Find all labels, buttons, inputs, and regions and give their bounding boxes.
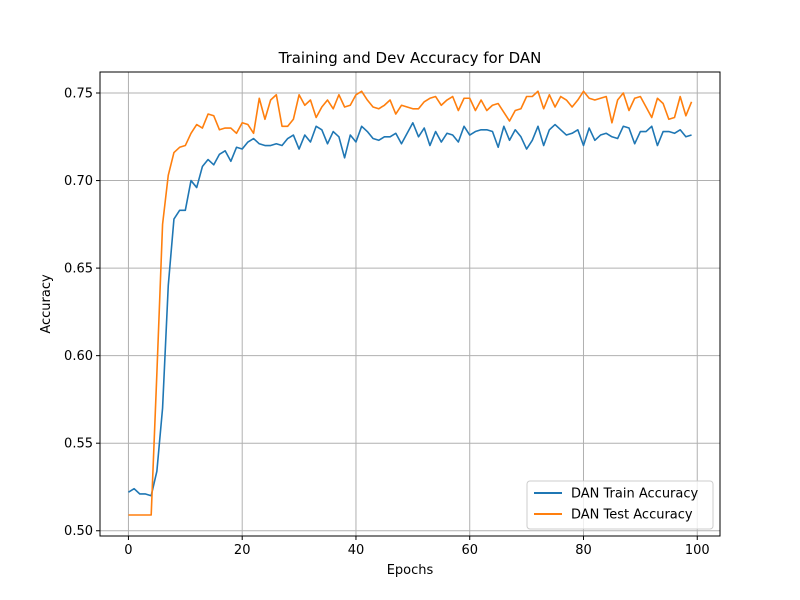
y-tick-label: 0.60 [64,349,93,364]
y-tick-label: 0.65 [64,262,93,277]
series-line-train [128,121,692,497]
axis-ticks: 0 20 40 60 80 100 0.50 0.55 0.60 0.65 0.70 0.75 [64,87,710,558]
y-tick-label: 0.70 [64,174,93,189]
series-lines [128,90,693,516]
x-tick-label: 60 [461,543,478,558]
x-axis-label: Epochs [387,563,434,578]
x-tick-label: 40 [348,543,365,558]
y-axis-label: Accuracy [39,274,54,334]
chart-title: Training and Dev Accuracy for DAN [278,49,542,67]
x-tick-label: 100 [685,543,710,558]
series-line-test [128,90,693,516]
x-tick-label: 20 [234,543,251,558]
y-tick-label: 0.50 [64,524,93,539]
legend: DAN Train Accuracy DAN Test Accuracy [526,480,714,530]
plot-frame [99,71,721,537]
legend-box [526,480,714,530]
y-tick-label: 0.75 [64,87,93,102]
y-tick-label: 0.55 [64,437,93,452]
legend-label-test: DAN Test Accuracy [571,508,693,523]
x-tick-label: 0 [124,543,132,558]
legend-label-train: DAN Train Accuracy [571,487,699,502]
x-tick-label: 80 [575,543,592,558]
grid-lines [100,72,720,536]
